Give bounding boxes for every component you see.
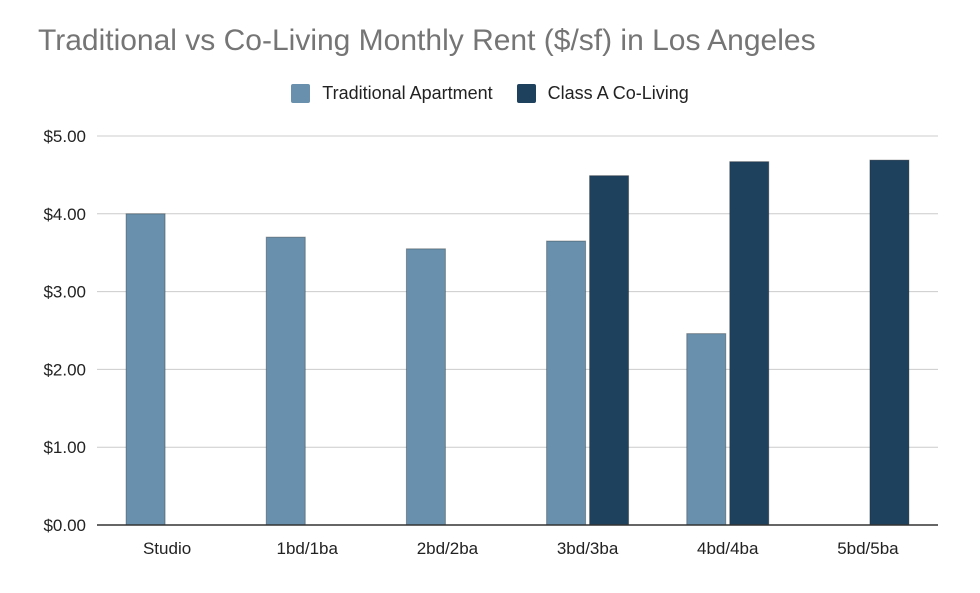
bar-coliving xyxy=(729,161,770,526)
legend-item-coliving: Class A Co-Living xyxy=(516,83,689,104)
y-tick-label: $3.00 xyxy=(43,283,86,302)
bar-traditional xyxy=(686,333,727,526)
x-tick-label: 3bd/3ba xyxy=(557,539,619,558)
y-tick-label: $1.00 xyxy=(43,438,86,457)
x-tick-label: 5bd/5ba xyxy=(837,539,899,558)
bar-traditional xyxy=(125,213,166,526)
legend-swatch-coliving xyxy=(516,84,536,103)
legend-swatch-traditional xyxy=(291,84,311,103)
bar-traditional xyxy=(405,248,446,526)
x-tick-label: 1bd/1ba xyxy=(277,539,339,558)
x-tick-label: 2bd/2ba xyxy=(417,539,479,558)
legend: Traditional Apartment Class A Co-Living xyxy=(0,83,980,104)
bar-traditional xyxy=(546,240,587,526)
y-tick-label: $2.00 xyxy=(43,360,86,379)
bar-coliving xyxy=(869,159,910,526)
bar-coliving xyxy=(589,175,630,526)
x-tick-label: Studio xyxy=(143,539,191,558)
y-tick-label: $0.00 xyxy=(43,516,86,535)
legend-label-coliving: Class A Co-Living xyxy=(547,83,689,103)
y-tick-label: $4.00 xyxy=(43,205,86,224)
chart-title: Traditional vs Co-Living Monthly Rent ($… xyxy=(38,24,816,57)
legend-label-traditional: Traditional Apartment xyxy=(322,83,493,103)
y-tick-label: $5.00 xyxy=(43,127,86,146)
bar-traditional xyxy=(265,236,306,526)
legend-item-traditional: Traditional Apartment xyxy=(291,83,493,104)
x-tick-label: 4bd/4ba xyxy=(697,539,759,558)
